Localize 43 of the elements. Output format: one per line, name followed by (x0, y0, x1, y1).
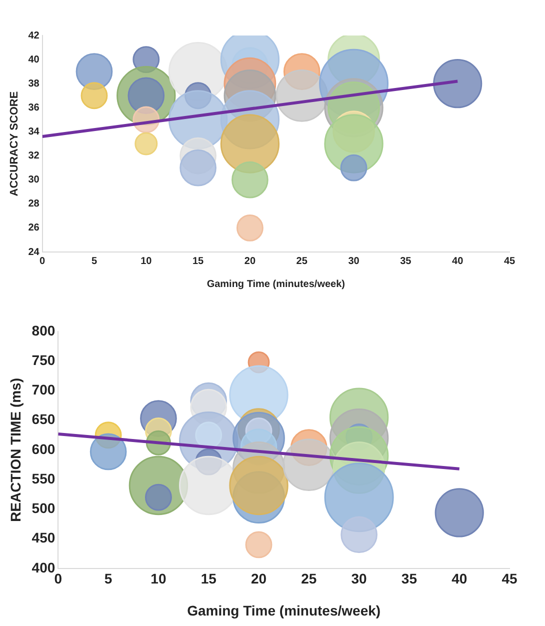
y-tick-label: 32 (28, 150, 40, 162)
x-tick-label: 5 (104, 570, 112, 587)
y-tick-label: 34 (28, 126, 40, 138)
x-tick-label: 30 (351, 570, 368, 587)
x-tick-label: 35 (400, 256, 412, 267)
y-tick-label: 800 (32, 322, 56, 338)
x-tick-label: 20 (250, 570, 267, 587)
y-tick-label: 700 (32, 382, 56, 398)
x-tick-label: 45 (502, 570, 518, 587)
y-axis-title: REACTION TIME (ms) (7, 378, 24, 522)
y-tick-label: 750 (32, 352, 56, 368)
x-tick-label: 25 (296, 256, 308, 267)
y-tick-label: 550 (32, 470, 56, 486)
y-tick-label: 24 (28, 246, 40, 258)
y-tick-label: 28 (28, 198, 40, 210)
y-tick-label: 30 (28, 174, 40, 186)
x-axis-title: Gaming Time (minutes/week) (187, 602, 381, 618)
x-tick-label: 15 (192, 256, 204, 267)
y-tick-label: 42 (28, 30, 40, 42)
y-axis-title: ACCURACY SCORE (8, 91, 21, 196)
x-tick-label: 10 (150, 570, 166, 587)
y-tick-label: 500 (32, 500, 56, 516)
x-tick-label: 35 (401, 570, 418, 587)
y-tick-label: 600 (32, 440, 56, 457)
y-tick-label: 36 (28, 102, 40, 114)
x-tick-label: 45 (504, 256, 516, 267)
x-tick-label: 0 (40, 256, 46, 267)
x-tick-label: 15 (200, 570, 217, 587)
x-tick-label: 10 (140, 256, 152, 267)
x-axis-title: Gaming Time (minutes/week) (206, 278, 346, 290)
x-tick-label: 25 (301, 570, 317, 587)
y-tick-label: 38 (28, 78, 40, 90)
y-tick-label: 26 (28, 222, 40, 234)
x-tick-label: 20 (244, 256, 256, 267)
y-tick-label: 450 (32, 530, 56, 546)
y-tick-label: 400 (32, 559, 56, 576)
y-tick-label: 40 (28, 54, 40, 66)
x-tick-label: 5 (91, 256, 98, 267)
x-tick-label: 30 (348, 256, 360, 267)
y-tick-label: 650 (32, 411, 56, 428)
x-tick-label: 0 (54, 570, 62, 587)
x-tick-label: 40 (452, 256, 464, 267)
x-tick-label: 40 (452, 570, 468, 587)
